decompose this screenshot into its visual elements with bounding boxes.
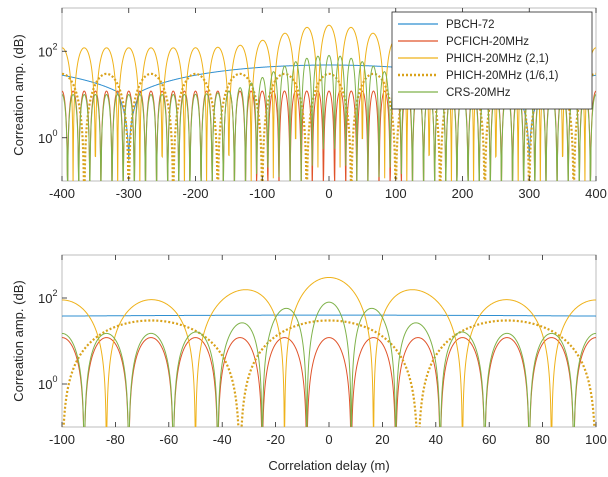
top-x-tick-label: -200 [182,186,208,201]
bottom-series-phich-20mhz-1-6-1- [62,319,596,427]
bottom-x-tick-label: 80 [535,432,549,447]
bottom-plot-frame [61,254,597,428]
top-x-tick-label: -100 [249,186,275,201]
bottom-x-tick-label: 0 [325,432,332,447]
bottom-x-tick-label: -80 [106,432,125,447]
top-x-tick-label: 300 [518,186,540,201]
bottom-x-tick-label: -60 [159,432,178,447]
legend-label: PHICH-20MHz (2,1) [446,53,549,65]
bottom-panel: -100 -80 -60 -40 -20 0 20 40 60 80 100 100 102 [38,254,607,447]
bottom-x-tick-label: 100 [585,432,607,447]
top-y-axis-label: Correation amp. (dB) [11,34,26,155]
legend-label: PBCH-72 [446,19,495,31]
bottom-x-tick-label: -20 [266,432,285,447]
bottom-series-group [62,276,596,427]
top-y-tick-label: 102 [38,41,57,59]
bottom-y-tick-label: 100 [38,374,57,392]
top-x-tick-label: -300 [116,186,142,201]
top-x-tick-label: 400 [585,186,607,201]
top-axes: -400 -300 -200 -100 0 100 200 300 400 100 102 [38,8,607,201]
top-y-tick-label: 100 [38,128,57,146]
legend: PBCH-72 PCFICH-20MHz PHICH-20MHz (2,1) PHIC… [391,11,593,110]
legend-label: CRS-20MHz [446,87,511,99]
top-x-tick-label: 0 [325,186,332,201]
top-x-tick-label: -400 [49,186,75,201]
bottom-x-tick-label: -40 [213,432,232,447]
bottom-x-tick-label: 60 [482,432,496,447]
top-x-tick-label: 100 [385,186,407,201]
bottom-series-pbch-72 [62,314,596,317]
legend-box [391,11,593,110]
bottom-y-tick-label: 102 [38,288,57,306]
bottom-x-tick-label: -100 [49,432,75,447]
bottom-x-tick-label: 20 [375,432,389,447]
legend-label: PHICH-20MHz (1/6,1) [446,70,559,82]
bottom-series-pcfich-20mhz [62,337,596,427]
bottom-series-phich-20mhz-2-1- [62,276,596,427]
bottom-x-tick-label: 40 [429,432,443,447]
bottom-axes: -100 -80 -60 -40 -20 0 20 40 60 80 100 100 102 [38,255,607,447]
bottom-y-axis-label: Correation amp. (dB) [11,280,26,401]
legend-label: PCFICH-20MHz [446,36,529,48]
top-x-tick-label: 200 [452,186,474,201]
top-panel: -400 -300 -200 -100 0 100 200 300 400 100 102 PBCH… [38,7,607,201]
bottom-series-crs-20mhz [62,301,596,427]
bottom-x-axis-label: Correlation delay (m) [268,458,389,473]
